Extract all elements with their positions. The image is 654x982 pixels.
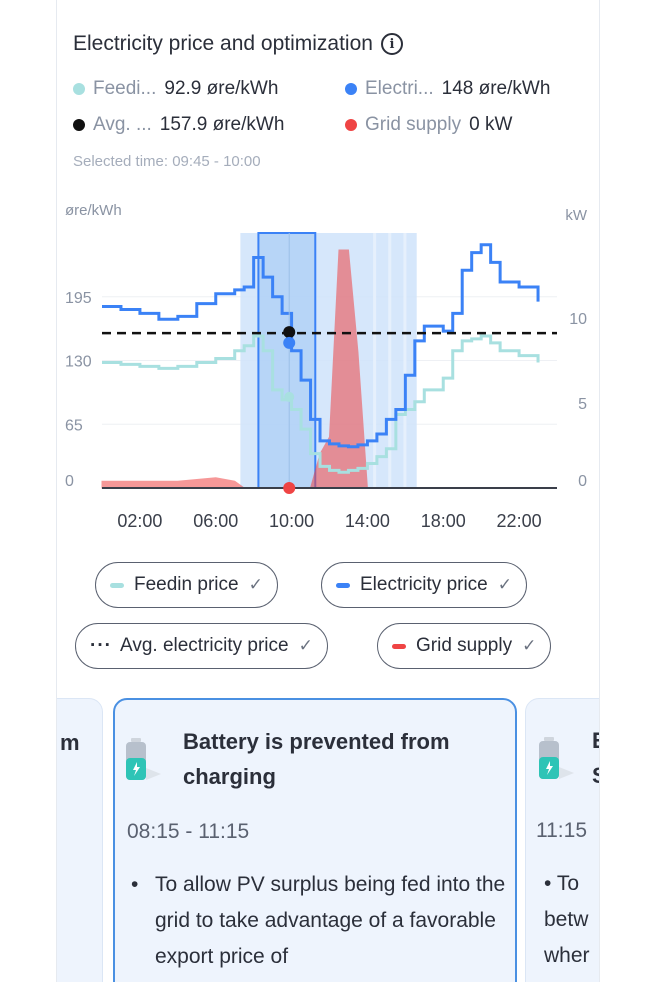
chip-grid-supply[interactable]: Grid supply ✓ [377, 623, 552, 669]
x-tick-label: 10:00 [269, 511, 314, 531]
check-icon: ✓ [298, 636, 313, 655]
card-title-fragment: m [60, 730, 80, 755]
selected-window-shade [258, 233, 316, 488]
avg-price-marker [283, 326, 296, 339]
card-title: Battery is prevented from charging [183, 729, 450, 789]
legend-value-electricity: Electri... 148 øre/kWh [345, 78, 550, 100]
card-time-range: 08:15 - 11:15 [127, 820, 250, 843]
grid-supply-marker [283, 482, 296, 494]
x-tick-label: 18:00 [421, 511, 466, 531]
y-axis-left-label: øre/kWh [65, 202, 122, 219]
card-title-fragment: E S [592, 723, 599, 793]
legend-value-avg: Avg. ... 157.9 øre/kWh [73, 114, 284, 136]
x-tick-label: 14:00 [345, 511, 390, 531]
legend-value: 0 kW [469, 114, 513, 135]
feedin-dot-icon [73, 83, 85, 95]
bullet-icon: • [131, 873, 139, 896]
y-left-tick-label: 195 [65, 290, 92, 307]
optimization-cards-carousel[interactable]: m Battery is prevented from charging 08:… [57, 698, 599, 982]
battery-icon [126, 738, 161, 780]
y-axis-right-label: kW [565, 207, 588, 224]
x-tick-label: 02:00 [117, 511, 162, 531]
chart-title-text: Electricity price and optimization [73, 32, 373, 55]
highlight-stripe [373, 233, 377, 488]
card-battery-prevented[interactable]: Battery is prevented from charging 08:15… [113, 698, 517, 982]
bullet-icon: • [544, 872, 557, 895]
chart-title: Electricity price and optimization i [73, 32, 403, 56]
battery-icon [539, 737, 574, 779]
card-description: • To betw wher [544, 866, 599, 974]
y-right-tick-label: 0 [578, 473, 587, 490]
feedin-price-marker [284, 391, 295, 402]
card-time-range: 11:15 [536, 819, 587, 842]
x-tick-label: 06:00 [193, 511, 238, 531]
chip-label: Feedin price [134, 574, 239, 595]
chip-electricity-price[interactable]: Electricity price ✓ [321, 562, 527, 608]
legend-name: Grid supply [365, 114, 462, 135]
legend-value-feedin: Feedi... 92.9 øre/kWh [73, 78, 278, 100]
info-icon[interactable]: i [380, 33, 403, 55]
card-body-line: wher [544, 944, 590, 967]
legend-name: Avg. ... [93, 114, 152, 135]
card-description: • To allow PV surplus being fed into the… [131, 867, 509, 975]
chip-label: Electricity price [360, 574, 488, 595]
y-left-tick-label: 0 [65, 473, 74, 490]
check-icon: ✓ [522, 636, 537, 655]
dots-icon: ··· [90, 635, 112, 656]
electricity-dot-icon [345, 83, 357, 95]
feedin-swatch-icon [110, 582, 124, 588]
electricity-swatch-icon [336, 582, 350, 588]
chip-avg-electricity-price[interactable]: ··· Avg. electricity price ✓ [75, 623, 328, 669]
check-icon: ✓ [248, 575, 263, 594]
legend-value: 157.9 øre/kWh [159, 114, 285, 135]
x-tick-label: 22:00 [497, 511, 542, 531]
electricity-price-line [102, 243, 540, 449]
chip-feedin-price[interactable]: Feedin price ✓ [95, 562, 278, 608]
legend-name: Electri... [365, 78, 434, 99]
y-right-tick-label: 5 [578, 396, 587, 413]
legend-value-grid: Grid supply 0 kW [345, 114, 512, 136]
chip-label: Grid supply [416, 635, 513, 656]
price-chart[interactable]: øre/kWh kW 195 130 65 0 10 5 0 02:00 06:00 10:00 14:… [57, 190, 600, 540]
check-icon: ✓ [497, 575, 512, 594]
legend-name: Feedi... [93, 78, 157, 99]
feedin-price-line [102, 334, 540, 474]
y-left-tick-label: 65 [65, 417, 83, 434]
chip-label: Avg. electricity price [119, 635, 289, 656]
grid-dot-icon [345, 119, 357, 131]
legend-value: 92.9 øre/kWh [164, 78, 279, 99]
selected-time: Selected time: 09:45 - 10:00 [73, 153, 261, 170]
optimization-panel: Electricity price and optimization i Fee… [56, 0, 600, 982]
card-description-text: To allow PV surplus being fed into the g… [155, 873, 506, 968]
y-right-tick-label: 10 [569, 311, 587, 328]
card-next[interactable]: E S 11:15 • To betw wher [525, 698, 599, 982]
avg-dot-icon [73, 119, 85, 131]
grid-swatch-icon [392, 643, 406, 649]
highlight-stripe [403, 233, 407, 488]
card-previous[interactable]: m [57, 698, 103, 982]
card-body-line: To [556, 872, 579, 895]
card-body-line: betw [544, 908, 589, 931]
electricity-price-marker [283, 336, 296, 349]
y-left-tick-label: 130 [65, 354, 92, 371]
legend-value: 148 øre/kWh [441, 78, 551, 99]
highlight-stripe [388, 233, 392, 488]
